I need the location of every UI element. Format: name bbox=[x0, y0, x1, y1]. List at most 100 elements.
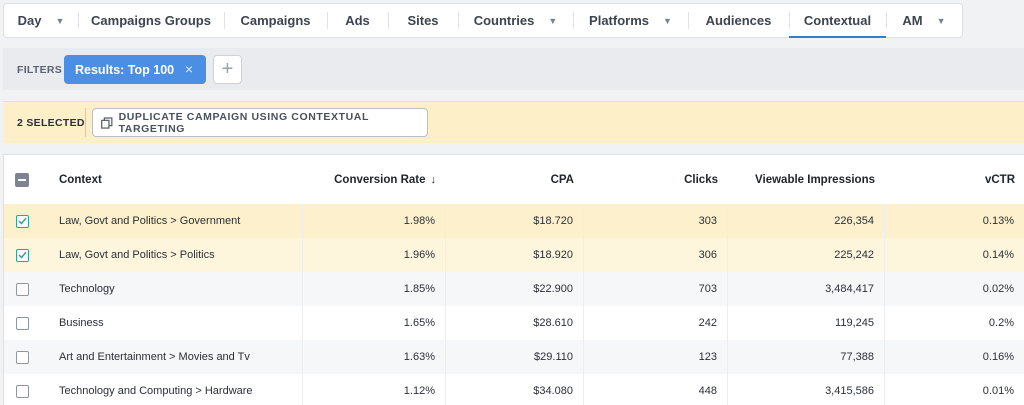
row-checkbox[interactable] bbox=[15, 384, 29, 398]
tab-campaigns-label: Campaigns bbox=[240, 13, 311, 28]
tab-campaigns-groups[interactable]: Campaigns Groups bbox=[78, 4, 224, 37]
chevron-down-icon: ▼ bbox=[55, 15, 65, 26]
select-all-cell bbox=[4, 155, 40, 204]
cpa-cell: $18.920 bbox=[446, 238, 584, 272]
vctr-cell: 0.16% bbox=[885, 340, 1024, 374]
conversion-rate-cell: 1.96% bbox=[303, 238, 446, 272]
tab-countries[interactable]: Countries ▼ bbox=[458, 4, 573, 37]
duplicate-campaign-button[interactable]: DUPLICATE CAMPAIGN USING CONTEXTUAL TARG… bbox=[92, 108, 428, 137]
conversion-rate-cell: 1.65% bbox=[303, 306, 446, 340]
clicks-cell: 306 bbox=[584, 238, 728, 272]
viewable-impressions-cell: 3,415,586 bbox=[728, 374, 885, 405]
clicks-cell: 303 bbox=[584, 204, 728, 238]
column-header-conversion-rate[interactable]: Conversion Rate ↓ bbox=[303, 155, 446, 204]
row-checkbox[interactable] bbox=[15, 350, 29, 364]
row-check-cell bbox=[4, 272, 40, 306]
conversion-rate-cell: 1.63% bbox=[303, 340, 446, 374]
table-row[interactable]: Law, Govt and Politics > Politics 1.96% … bbox=[4, 238, 1024, 272]
viewable-impressions-cell: 3,484,417 bbox=[728, 272, 885, 306]
cpa-cell: $28.610 bbox=[446, 306, 584, 340]
row-checkbox[interactable] bbox=[15, 282, 29, 296]
vctr-cell: 0.2% bbox=[885, 306, 1024, 340]
add-filter-button[interactable]: + bbox=[213, 55, 242, 84]
filter-chip-results[interactable]: Results: Top 100 × bbox=[64, 55, 206, 84]
check-icon bbox=[17, 217, 27, 225]
tab-contextual-label: Contextual bbox=[803, 13, 872, 28]
selected-count: 2 SELECTED bbox=[17, 117, 85, 129]
conversion-rate-cell: 1.85% bbox=[303, 272, 446, 306]
column-header-vctr[interactable]: vCTR bbox=[885, 155, 1024, 204]
cpa-cell: $34.080 bbox=[446, 374, 584, 405]
copy-icon bbox=[101, 116, 113, 129]
table-row[interactable]: Technology and Computing > Hardware 1.12… bbox=[4, 374, 1024, 405]
vctr-cell: 0.13% bbox=[885, 204, 1024, 238]
tab-day[interactable]: Day ▼ bbox=[4, 4, 78, 37]
tab-platforms-label: Platforms bbox=[589, 13, 650, 28]
table-row[interactable]: Art and Entertainment > Movies and Tv 1.… bbox=[4, 340, 1024, 374]
column-header-label: CPA bbox=[550, 173, 574, 186]
vctr-cell: 0.02% bbox=[885, 272, 1024, 306]
tab-campaigns[interactable]: Campaigns bbox=[224, 4, 327, 37]
cpa-cell: $22.900 bbox=[446, 272, 584, 306]
table-row[interactable]: Business 1.65% $28.610 242 119,245 0.2% bbox=[4, 306, 1024, 340]
viewable-impressions-cell: 226,354 bbox=[728, 204, 885, 238]
row-checkbox[interactable] bbox=[15, 214, 29, 228]
chevron-down-icon: ▼ bbox=[663, 15, 672, 26]
tab-ads[interactable]: Ads bbox=[327, 4, 388, 37]
viewable-impressions-cell: 77,388 bbox=[728, 340, 885, 374]
row-checkbox[interactable] bbox=[15, 316, 29, 330]
tab-audiences-label: Audiences bbox=[705, 13, 772, 28]
filter-chip-label: Results: Top 100 bbox=[75, 62, 175, 77]
tab-campaigns-groups-label: Campaigns Groups bbox=[91, 13, 211, 28]
context-cell: Law, Govt and Politics > Politics bbox=[40, 238, 303, 272]
table-header-row: Context Conversion Rate ↓ CPA Clicks Vie… bbox=[4, 155, 1024, 205]
context-cell: Technology and Computing > Hardware bbox=[40, 374, 303, 405]
filters-label: FILTERS bbox=[17, 64, 63, 76]
tab-sites[interactable]: Sites bbox=[388, 4, 458, 37]
tab-platforms[interactable]: Platforms ▼ bbox=[573, 4, 688, 37]
column-header-label: vCTR bbox=[984, 173, 1015, 186]
select-all-checkbox[interactable] bbox=[15, 172, 29, 187]
vctr-cell: 0.14% bbox=[885, 238, 1024, 272]
context-cell: Art and Entertainment > Movies and Tv bbox=[40, 340, 303, 374]
column-header-clicks[interactable]: Clicks bbox=[584, 155, 728, 204]
tab-contextual[interactable]: Contextual bbox=[789, 4, 886, 38]
row-check-cell bbox=[4, 374, 40, 405]
tab-audiences[interactable]: Audiences bbox=[688, 4, 789, 37]
column-header-context[interactable]: Context bbox=[40, 155, 303, 204]
sort-down-icon: ↓ bbox=[430, 173, 437, 186]
conversion-rate-cell: 1.98% bbox=[303, 204, 446, 238]
table-row[interactable]: Law, Govt and Politics > Government 1.98… bbox=[4, 204, 1024, 238]
row-checkbox[interactable] bbox=[15, 248, 29, 262]
cpa-cell: $29.110 bbox=[446, 340, 584, 374]
chevron-down-icon: ▼ bbox=[548, 15, 558, 26]
column-header-cpa[interactable]: CPA bbox=[446, 155, 584, 204]
clicks-cell: 123 bbox=[584, 340, 728, 374]
divider bbox=[85, 108, 86, 137]
context-cell: Technology bbox=[40, 272, 303, 306]
table-row[interactable]: Technology 1.85% $22.900 703 3,484,417 0… bbox=[4, 272, 1024, 306]
column-header-label: Conversion Rate bbox=[334, 173, 426, 186]
row-check-cell bbox=[4, 204, 40, 238]
context-cell: Business bbox=[40, 306, 303, 340]
plus-icon: + bbox=[221, 58, 234, 80]
selection-bar: 2 SELECTED DUPLICATE CAMPAIGN USING CONT… bbox=[3, 101, 1024, 143]
clicks-cell: 242 bbox=[584, 306, 728, 340]
close-icon[interactable]: × bbox=[184, 61, 193, 77]
tab-countries-label: Countries bbox=[473, 13, 535, 28]
contextual-table: Context Conversion Rate ↓ CPA Clicks Vie… bbox=[3, 154, 1024, 405]
tab-am[interactable]: AM ▼ bbox=[886, 4, 962, 37]
column-header-label: Viewable Impressions bbox=[755, 173, 875, 186]
row-check-cell bbox=[4, 306, 40, 340]
tab-ads-label: Ads bbox=[345, 13, 370, 28]
tab-sites-label: Sites bbox=[407, 13, 439, 28]
column-header-viewable-impressions[interactable]: Viewable Impressions bbox=[728, 155, 885, 204]
viewable-impressions-cell: 225,242 bbox=[728, 238, 885, 272]
filters-bar: FILTERS Results: Top 100 × + bbox=[3, 48, 1024, 90]
tab-day-label: Day bbox=[17, 13, 42, 28]
viewable-impressions-cell: 119,245 bbox=[728, 306, 885, 340]
clicks-cell: 448 bbox=[584, 374, 728, 405]
tab-am-label: AM bbox=[902, 13, 923, 28]
chevron-down-icon: ▼ bbox=[936, 15, 946, 26]
column-header-label: Context bbox=[59, 173, 102, 186]
